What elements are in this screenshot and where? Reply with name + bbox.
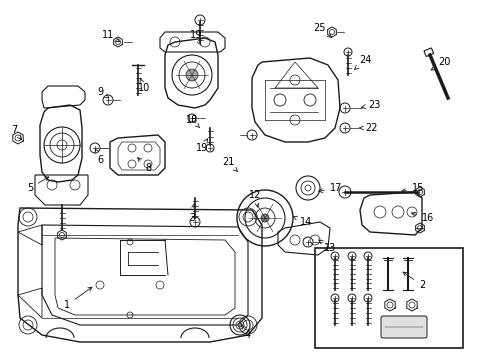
- Text: 11: 11: [102, 30, 119, 42]
- Text: 4: 4: [241, 325, 250, 340]
- Text: 1: 1: [64, 287, 92, 310]
- Text: 2: 2: [402, 272, 424, 290]
- Circle shape: [238, 323, 242, 327]
- Text: 8: 8: [137, 158, 151, 173]
- Bar: [314, 248, 462, 348]
- Text: 6: 6: [95, 149, 103, 165]
- Text: 17: 17: [318, 183, 342, 193]
- Text: 20: 20: [430, 57, 449, 70]
- Text: 9: 9: [97, 87, 109, 98]
- Text: 15: 15: [401, 183, 423, 193]
- Text: 25: 25: [313, 23, 331, 37]
- Circle shape: [261, 214, 268, 222]
- Text: 16: 16: [411, 212, 433, 223]
- Text: 3: 3: [188, 204, 195, 223]
- Text: 19: 19: [189, 30, 202, 45]
- Text: 24: 24: [354, 55, 370, 70]
- FancyBboxPatch shape: [380, 316, 426, 338]
- Text: 14: 14: [293, 216, 311, 227]
- Text: 23: 23: [361, 100, 379, 110]
- Text: 10: 10: [138, 79, 150, 93]
- Text: 7: 7: [11, 125, 21, 140]
- Text: 5: 5: [27, 177, 49, 193]
- Text: 13: 13: [318, 240, 335, 253]
- Text: 22: 22: [359, 123, 378, 133]
- Text: 21: 21: [222, 157, 237, 172]
- Text: 12: 12: [248, 190, 261, 207]
- Text: 18: 18: [185, 115, 200, 128]
- Circle shape: [185, 69, 198, 81]
- Text: 19: 19: [196, 139, 208, 153]
